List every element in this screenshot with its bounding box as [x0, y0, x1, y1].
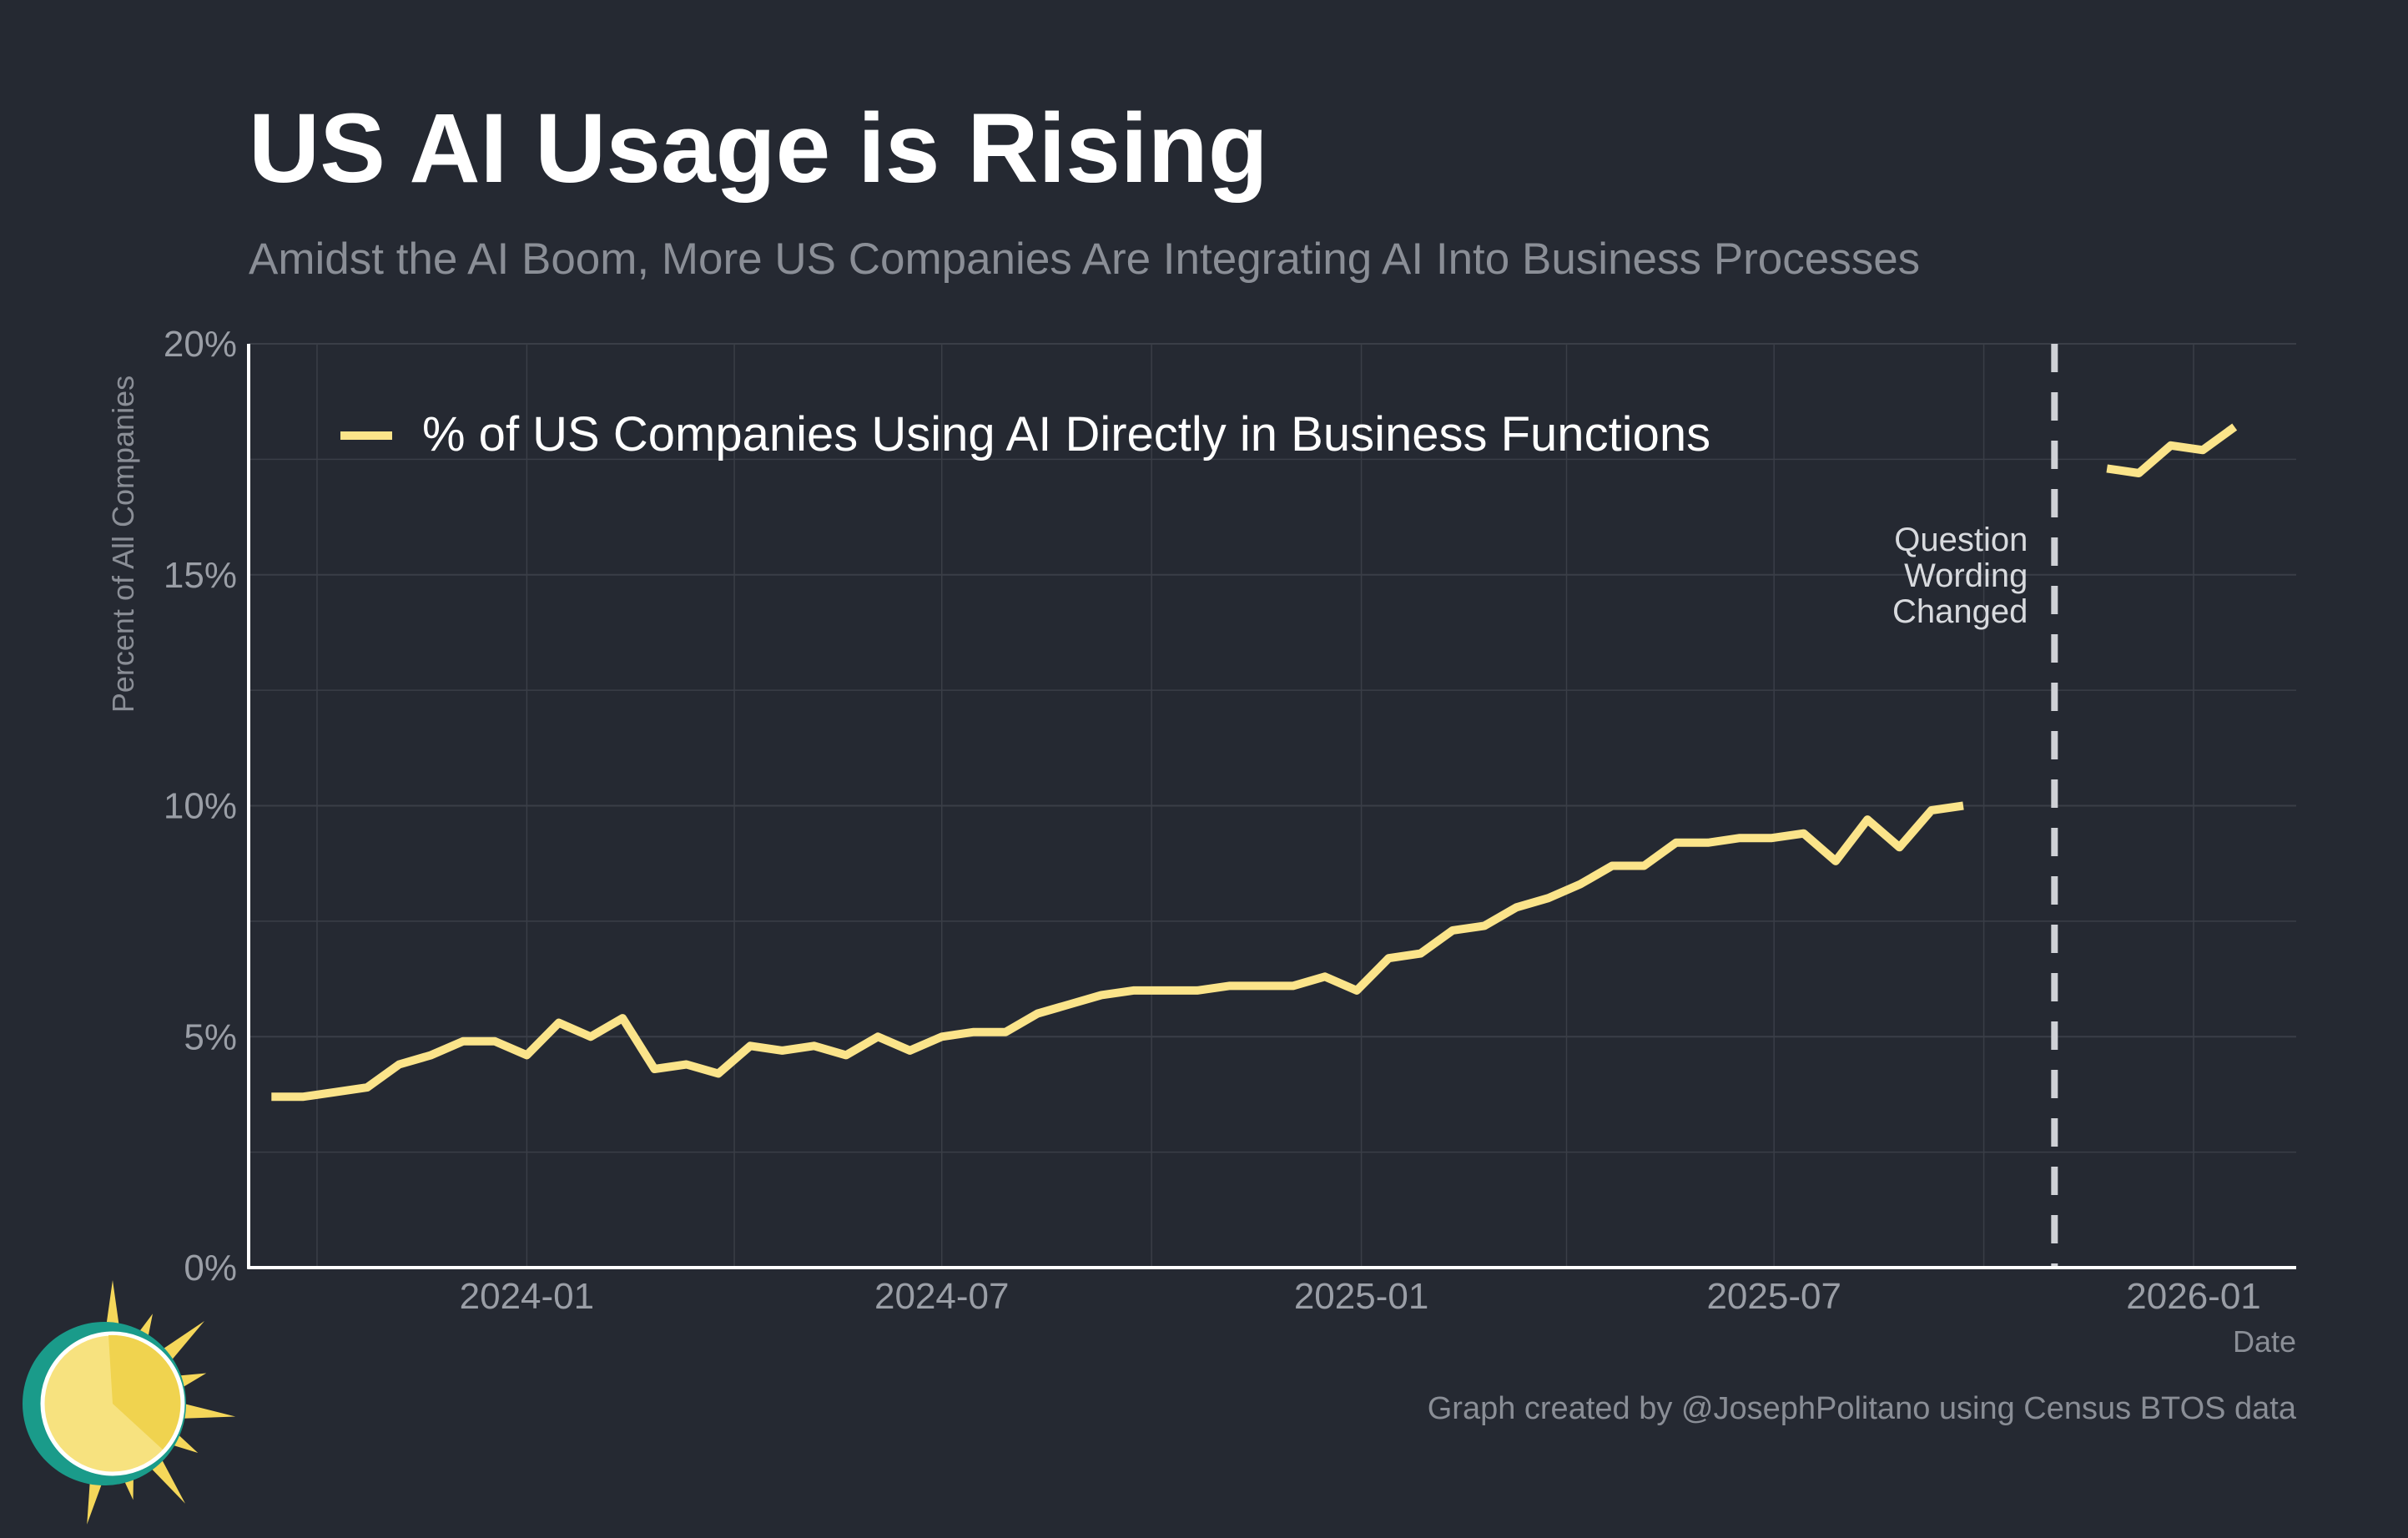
x-tick-label: 2024-07 [874, 1276, 1009, 1317]
legend-label: % of US Companies Using AI Directly in B… [422, 407, 1710, 461]
sun-logo-icon [23, 1280, 236, 1525]
gridlines [249, 343, 2296, 1268]
series-lines [271, 423, 2238, 1102]
axes [247, 344, 2296, 1269]
y-tick-label: 20% [164, 324, 237, 365]
y-axis-label: Percent of All Companies [106, 376, 140, 713]
logo-sun-shade [108, 1334, 181, 1450]
chart-subtitle: Amidst the AI Boom, More US Companies Ar… [249, 234, 1920, 284]
annotation-text-line: Changed [1892, 593, 2028, 630]
x-tick-label: 2024-01 [460, 1276, 594, 1317]
x-tick-label: 2026-01 [2126, 1276, 2260, 1317]
annotation-text-line: Wording [1904, 557, 2028, 594]
x-tick-labels: 2024-01 2024-07 2025-01 2025-07 2026-01 [460, 1276, 2261, 1317]
y-tick-label: 0% [184, 1248, 237, 1288]
series-line-segment [271, 801, 1964, 1102]
x-tick-label: 2025-07 [1706, 1276, 1841, 1317]
x-axis-label: Date [2233, 1324, 2296, 1359]
x-tick-label: 2025-01 [1294, 1276, 1428, 1317]
annotation-text-line: Question [1894, 522, 2028, 558]
y-tick-label: 15% [164, 555, 237, 596]
source-credit: Graph created by @JosephPolitano using C… [1428, 1391, 2297, 1426]
chart-title: US AI Usage is Rising [249, 93, 1268, 204]
legend: % of US Companies Using AI Directly in B… [340, 407, 1710, 461]
y-tick-labels: 0% 5% 10% 15% 20% [164, 324, 237, 1288]
y-tick-label: 10% [164, 786, 237, 827]
series-line-segment [2106, 423, 2238, 477]
y-tick-label: 5% [184, 1016, 237, 1057]
